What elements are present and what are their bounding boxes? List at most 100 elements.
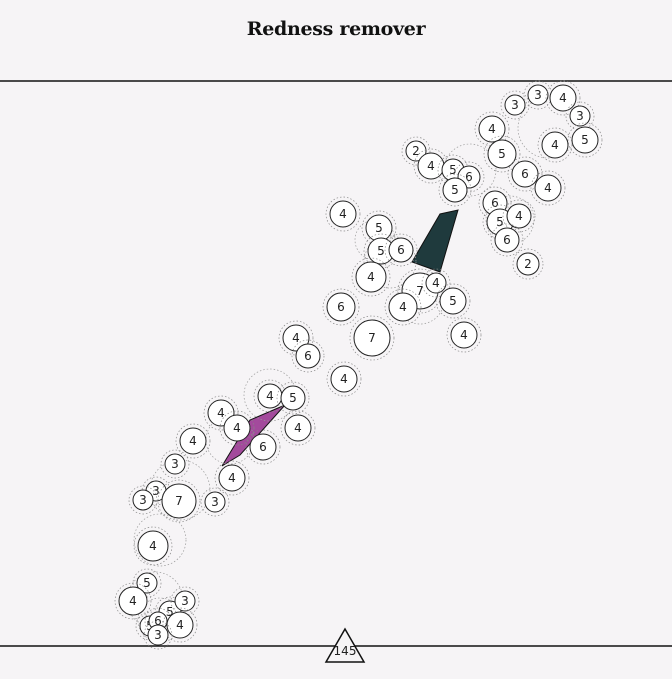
bubble-label: 3 bbox=[511, 98, 519, 112]
bubble-label: 5 bbox=[377, 244, 385, 258]
bubble-label: 4 bbox=[266, 389, 274, 403]
bubble-circle bbox=[405, 140, 427, 162]
bubble-outer-ring bbox=[322, 288, 360, 326]
bubble-outer-ring bbox=[200, 487, 230, 517]
bubble: 4 bbox=[278, 320, 314, 356]
bubble-circle bbox=[425, 272, 447, 294]
bubble-circle bbox=[330, 365, 358, 393]
bubble-label: 7 bbox=[175, 494, 183, 508]
bubble-label: 4 bbox=[559, 91, 567, 105]
bubble-label: 4 bbox=[399, 300, 407, 314]
bubble-circle bbox=[326, 292, 356, 322]
dark-wedge bbox=[411, 209, 459, 273]
bubble-label: 5 bbox=[496, 215, 504, 229]
bubble-outer-ring bbox=[351, 257, 391, 297]
bubble-label: 4 bbox=[544, 181, 552, 195]
bubble-label: 3 bbox=[211, 495, 219, 509]
bubble-circle bbox=[569, 105, 591, 127]
bubble-outer-ring bbox=[278, 320, 314, 356]
bubble: 3 bbox=[128, 485, 158, 515]
bubble-label: 5 bbox=[498, 147, 506, 161]
bubble-outer-ring bbox=[349, 315, 395, 361]
bubble-circle bbox=[136, 572, 158, 594]
bubble-circle bbox=[494, 227, 520, 253]
bubble-circle bbox=[439, 287, 467, 315]
bubble-label: 4 bbox=[340, 372, 348, 386]
bubble: 4 bbox=[446, 317, 482, 353]
bubble-outer-ring bbox=[507, 156, 543, 192]
bubble-outer-ring bbox=[490, 223, 524, 257]
bubble-circle bbox=[161, 483, 197, 519]
bubble-outer-ring bbox=[446, 317, 482, 353]
bubble-label: 6 bbox=[397, 243, 405, 257]
bubble-outer-ring bbox=[219, 410, 255, 446]
bubble-outer-ring bbox=[384, 233, 418, 267]
bubble-label: 3 bbox=[152, 484, 160, 498]
bubble: 3 bbox=[160, 449, 190, 479]
bubble-label: 7 bbox=[368, 331, 376, 345]
bubble: 4 bbox=[133, 526, 173, 566]
bubble-outer-ring bbox=[530, 170, 566, 206]
bubble-label: 3 bbox=[181, 594, 189, 608]
bubble-circle bbox=[166, 611, 194, 639]
bubble-circle bbox=[164, 453, 186, 475]
bubble-label: 4 bbox=[294, 421, 302, 435]
bubble: 6 bbox=[291, 339, 325, 373]
bubble-label: 4 bbox=[339, 207, 347, 221]
bubble: 3 bbox=[523, 80, 553, 110]
bubble: 6 bbox=[245, 429, 281, 465]
bubble-circle bbox=[478, 115, 506, 143]
bubble-outer-ring bbox=[132, 568, 162, 598]
bubble: 4 bbox=[162, 607, 198, 643]
bubble-outer-ring bbox=[500, 90, 530, 120]
bubble: 6 bbox=[144, 607, 172, 635]
bubble-label: 5 bbox=[449, 294, 457, 308]
bubble-label: 4 bbox=[233, 421, 241, 435]
bubble-outer-ring bbox=[245, 429, 281, 465]
bubble-circle bbox=[329, 200, 357, 228]
pointer-marker: 145 bbox=[324, 627, 366, 663]
bubble-outer-ring bbox=[203, 395, 239, 431]
bubble: 5 bbox=[438, 173, 472, 207]
bubble: 4 bbox=[537, 127, 573, 163]
pointer-label: 145 bbox=[334, 644, 357, 658]
bubble-label: 3 bbox=[139, 493, 147, 507]
bubble-circle bbox=[571, 126, 599, 154]
bubble-circle bbox=[282, 324, 310, 352]
bubble: 5 bbox=[483, 135, 521, 173]
bubble-outer-ring bbox=[160, 449, 190, 479]
bubble-label: 4 bbox=[129, 594, 137, 608]
bubble-outer-ring bbox=[326, 361, 362, 397]
bubble-outer-ring bbox=[361, 210, 397, 246]
bubble: 4 bbox=[351, 257, 391, 297]
bubble-outer-ring bbox=[280, 410, 316, 446]
bubble-label: 6 bbox=[503, 233, 511, 247]
bubble-label: 3 bbox=[534, 88, 542, 102]
bubble-circle bbox=[353, 319, 391, 357]
bubble-label: 6 bbox=[521, 167, 529, 181]
bubble: 6 bbox=[384, 233, 418, 267]
bubble-outer-ring bbox=[545, 80, 581, 116]
bubble-circle bbox=[204, 491, 226, 513]
bubble-outer-ring bbox=[567, 122, 603, 158]
bubble-outer-ring bbox=[175, 423, 211, 459]
bubble-circle bbox=[355, 261, 387, 293]
bubble: 6 bbox=[507, 156, 543, 192]
bubble: 4 bbox=[326, 361, 362, 397]
bubble-circle bbox=[284, 414, 312, 442]
triangle-pointer-icon bbox=[324, 627, 366, 663]
bubble-outer-ring bbox=[421, 268, 451, 298]
bubble-circle bbox=[549, 84, 577, 112]
bubble-label: 4 bbox=[515, 209, 523, 223]
bubble-label: 7 bbox=[416, 284, 424, 298]
bubble: 5 bbox=[363, 233, 399, 269]
bubble-circle bbox=[487, 139, 517, 169]
bubble-label: 5 bbox=[581, 133, 589, 147]
halo-ring bbox=[485, 195, 535, 245]
halo-ring bbox=[363, 235, 417, 289]
bubble-outer-ring bbox=[502, 199, 536, 233]
bubble-label: 6 bbox=[337, 300, 345, 314]
bubble-outer-ring bbox=[143, 620, 173, 650]
